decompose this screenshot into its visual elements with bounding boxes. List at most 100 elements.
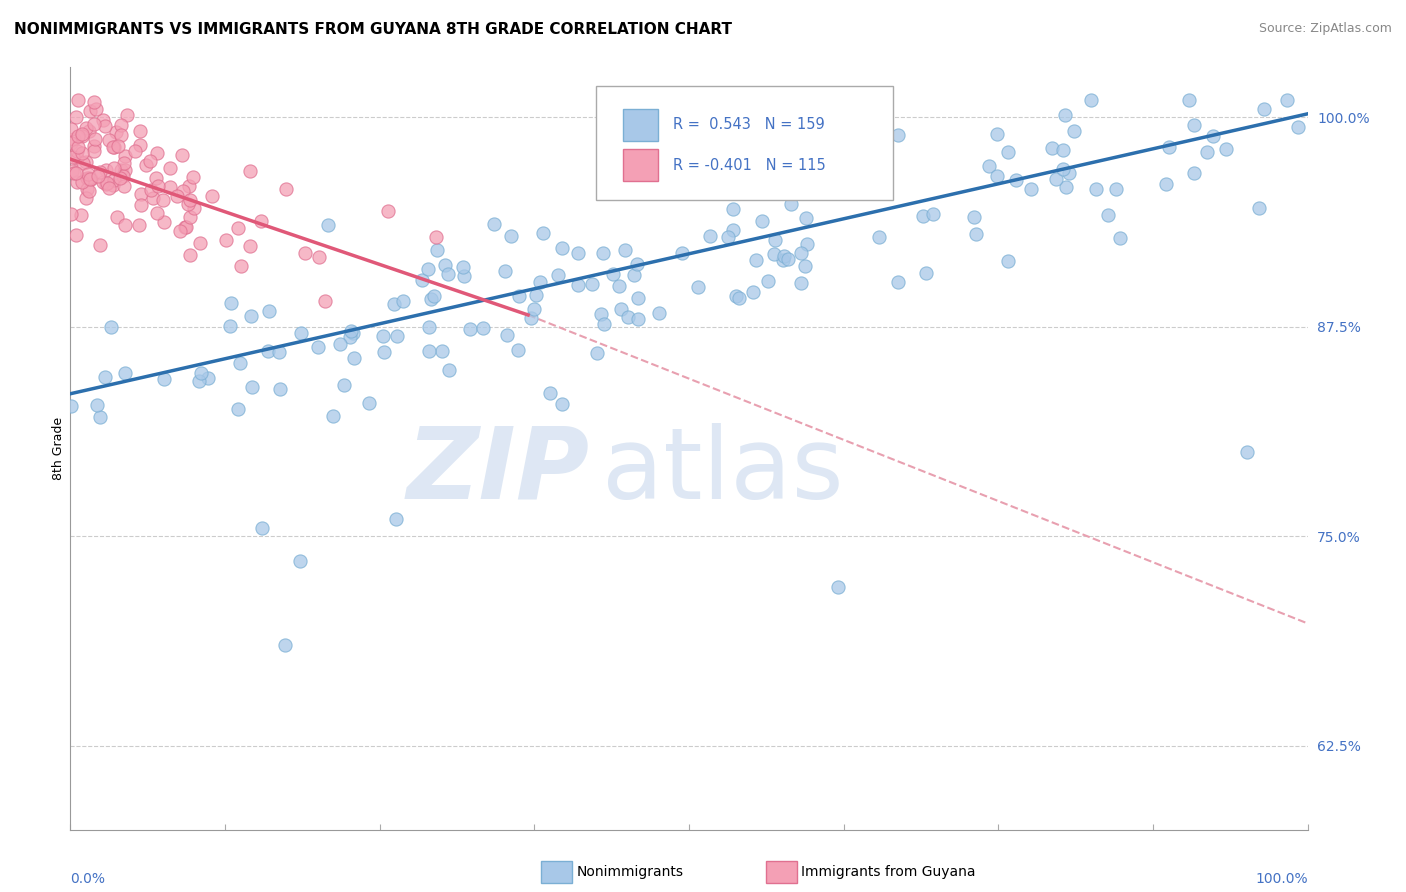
Point <box>789 246 811 260</box>
Point <box>83 144 105 158</box>
Point <box>129 137 152 152</box>
Text: R =  0.543   N = 159: R = 0.543 N = 159 <box>673 118 824 132</box>
Point <box>869 182 891 196</box>
Point <box>179 193 201 207</box>
Point <box>602 267 624 281</box>
Point <box>188 236 211 251</box>
Point <box>314 293 336 308</box>
Point <box>751 214 773 228</box>
Point <box>524 288 547 302</box>
Point <box>70 128 93 142</box>
Point <box>112 156 135 170</box>
Point <box>60 207 83 221</box>
Point <box>1157 139 1180 153</box>
Point <box>1236 445 1258 459</box>
Point <box>177 178 200 193</box>
Point <box>197 370 219 384</box>
Point <box>763 247 786 261</box>
Point <box>626 257 648 271</box>
Point <box>868 230 890 244</box>
Point <box>887 128 910 142</box>
Point <box>742 285 765 299</box>
Point <box>159 180 181 194</box>
Point <box>112 178 135 193</box>
FancyBboxPatch shape <box>596 86 893 201</box>
Point <box>523 301 546 316</box>
Point <box>93 119 115 133</box>
Point <box>1215 142 1237 156</box>
Point <box>228 220 250 235</box>
Point <box>520 311 543 326</box>
Point <box>76 182 98 196</box>
Point <box>756 274 779 288</box>
Point <box>1063 124 1085 138</box>
Point <box>721 202 744 217</box>
Point <box>1080 94 1102 108</box>
Point <box>610 301 633 316</box>
Point <box>581 277 603 291</box>
Point <box>65 166 87 180</box>
Point <box>499 229 522 244</box>
Point <box>98 180 121 194</box>
Point <box>1247 201 1270 215</box>
Point <box>79 170 101 185</box>
Point <box>869 179 891 194</box>
Point <box>135 159 157 173</box>
Point <box>623 268 645 282</box>
Point <box>316 218 339 232</box>
Point <box>627 291 650 305</box>
Point <box>83 117 105 131</box>
Point <box>100 319 122 334</box>
Point <box>922 207 945 221</box>
Point <box>382 297 405 311</box>
Point <box>145 146 167 161</box>
Point <box>215 233 238 247</box>
Point <box>1057 166 1080 180</box>
Point <box>911 209 934 223</box>
Point <box>471 321 494 335</box>
Point <box>66 94 89 108</box>
Point <box>89 237 111 252</box>
Text: R = -0.401   N = 115: R = -0.401 N = 115 <box>673 158 825 173</box>
Point <box>294 245 316 260</box>
Point <box>1286 120 1309 135</box>
Point <box>1182 166 1205 180</box>
Point <box>174 219 197 234</box>
Point <box>1052 162 1074 177</box>
Point <box>181 170 204 185</box>
Point <box>104 125 127 139</box>
Point <box>437 267 460 281</box>
Point <box>627 311 650 326</box>
Point <box>96 177 118 191</box>
Point <box>250 214 273 228</box>
Point <box>423 289 446 303</box>
Point <box>339 330 361 344</box>
Point <box>72 156 94 170</box>
Point <box>997 254 1019 268</box>
Point <box>593 317 616 331</box>
Point <box>1275 94 1298 108</box>
Point <box>688 280 710 294</box>
Point <box>114 163 136 178</box>
Point <box>329 336 352 351</box>
Point <box>80 171 103 186</box>
Point <box>997 145 1019 160</box>
Point <box>322 409 344 423</box>
Point <box>763 233 786 247</box>
Point <box>177 196 200 211</box>
Point <box>112 169 135 183</box>
Point <box>439 363 461 377</box>
Point <box>179 210 201 224</box>
Point <box>718 169 741 184</box>
Point <box>159 161 181 175</box>
Point <box>779 197 801 211</box>
Point <box>183 202 205 216</box>
Point <box>129 187 152 202</box>
Point <box>508 289 530 303</box>
Point <box>752 185 775 199</box>
Point <box>1097 208 1119 222</box>
Point <box>426 243 449 257</box>
Point <box>87 169 110 184</box>
Point <box>737 176 759 190</box>
Point <box>62 132 84 146</box>
